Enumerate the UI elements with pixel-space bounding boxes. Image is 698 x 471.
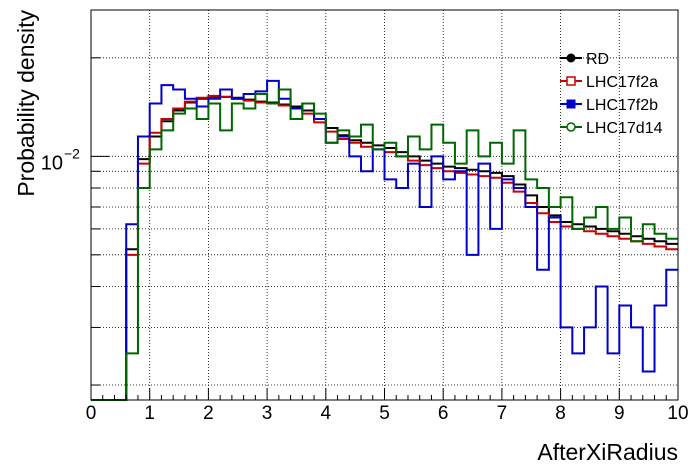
x-tick-label: 9: [614, 403, 625, 424]
legend-marker: [566, 122, 576, 132]
x-tick-label: 3: [262, 403, 273, 424]
legend-marker: [566, 76, 576, 86]
x-tick-label: 2: [203, 403, 214, 424]
x-tick-label: 4: [321, 403, 332, 424]
x-tick-label: 6: [438, 403, 449, 424]
legend-item: LHC17f2b: [560, 97, 658, 114]
x-axis-label: AfterXiRadius: [537, 439, 678, 465]
axis-ticks: [90, 57, 679, 400]
x-tick-label: 0: [86, 403, 97, 424]
series-line-LHC17f2b: [91, 79, 678, 401]
y-tick-label-exponent: −2: [64, 145, 80, 161]
series-layer: [91, 79, 678, 401]
legend-item: LHC17f2a: [560, 74, 658, 91]
legend-label: LHC17d14: [586, 120, 663, 137]
legend-marker: [566, 53, 576, 63]
x-tick-label: 5: [379, 403, 390, 424]
grid-lines: [91, 10, 678, 400]
x-tick-labels: 0 1 2 3 4 5 6 7 8 9 10: [86, 403, 689, 424]
legend: RD LHC17f2a LHC17f2b LHC17d14: [560, 51, 663, 137]
y-axis-label: Probability density: [13, 10, 39, 197]
legend-item: LHC17d14: [560, 120, 663, 137]
y-tick-labels: 10 −2: [41, 145, 80, 174]
y-tick-label: 10: [41, 152, 63, 174]
legend-label: RD: [586, 51, 609, 68]
legend-label: LHC17f2a: [586, 74, 658, 91]
series-line-LHC17d14: [91, 88, 678, 401]
x-tick-label: 7: [497, 403, 508, 424]
legend-marker: [566, 99, 576, 109]
x-tick-label: 8: [555, 403, 566, 424]
x-tick-label: 1: [144, 403, 155, 424]
x-tick-label: 10: [667, 403, 688, 424]
legend-item: RD: [560, 51, 609, 68]
legend-label: LHC17f2b: [586, 97, 658, 114]
